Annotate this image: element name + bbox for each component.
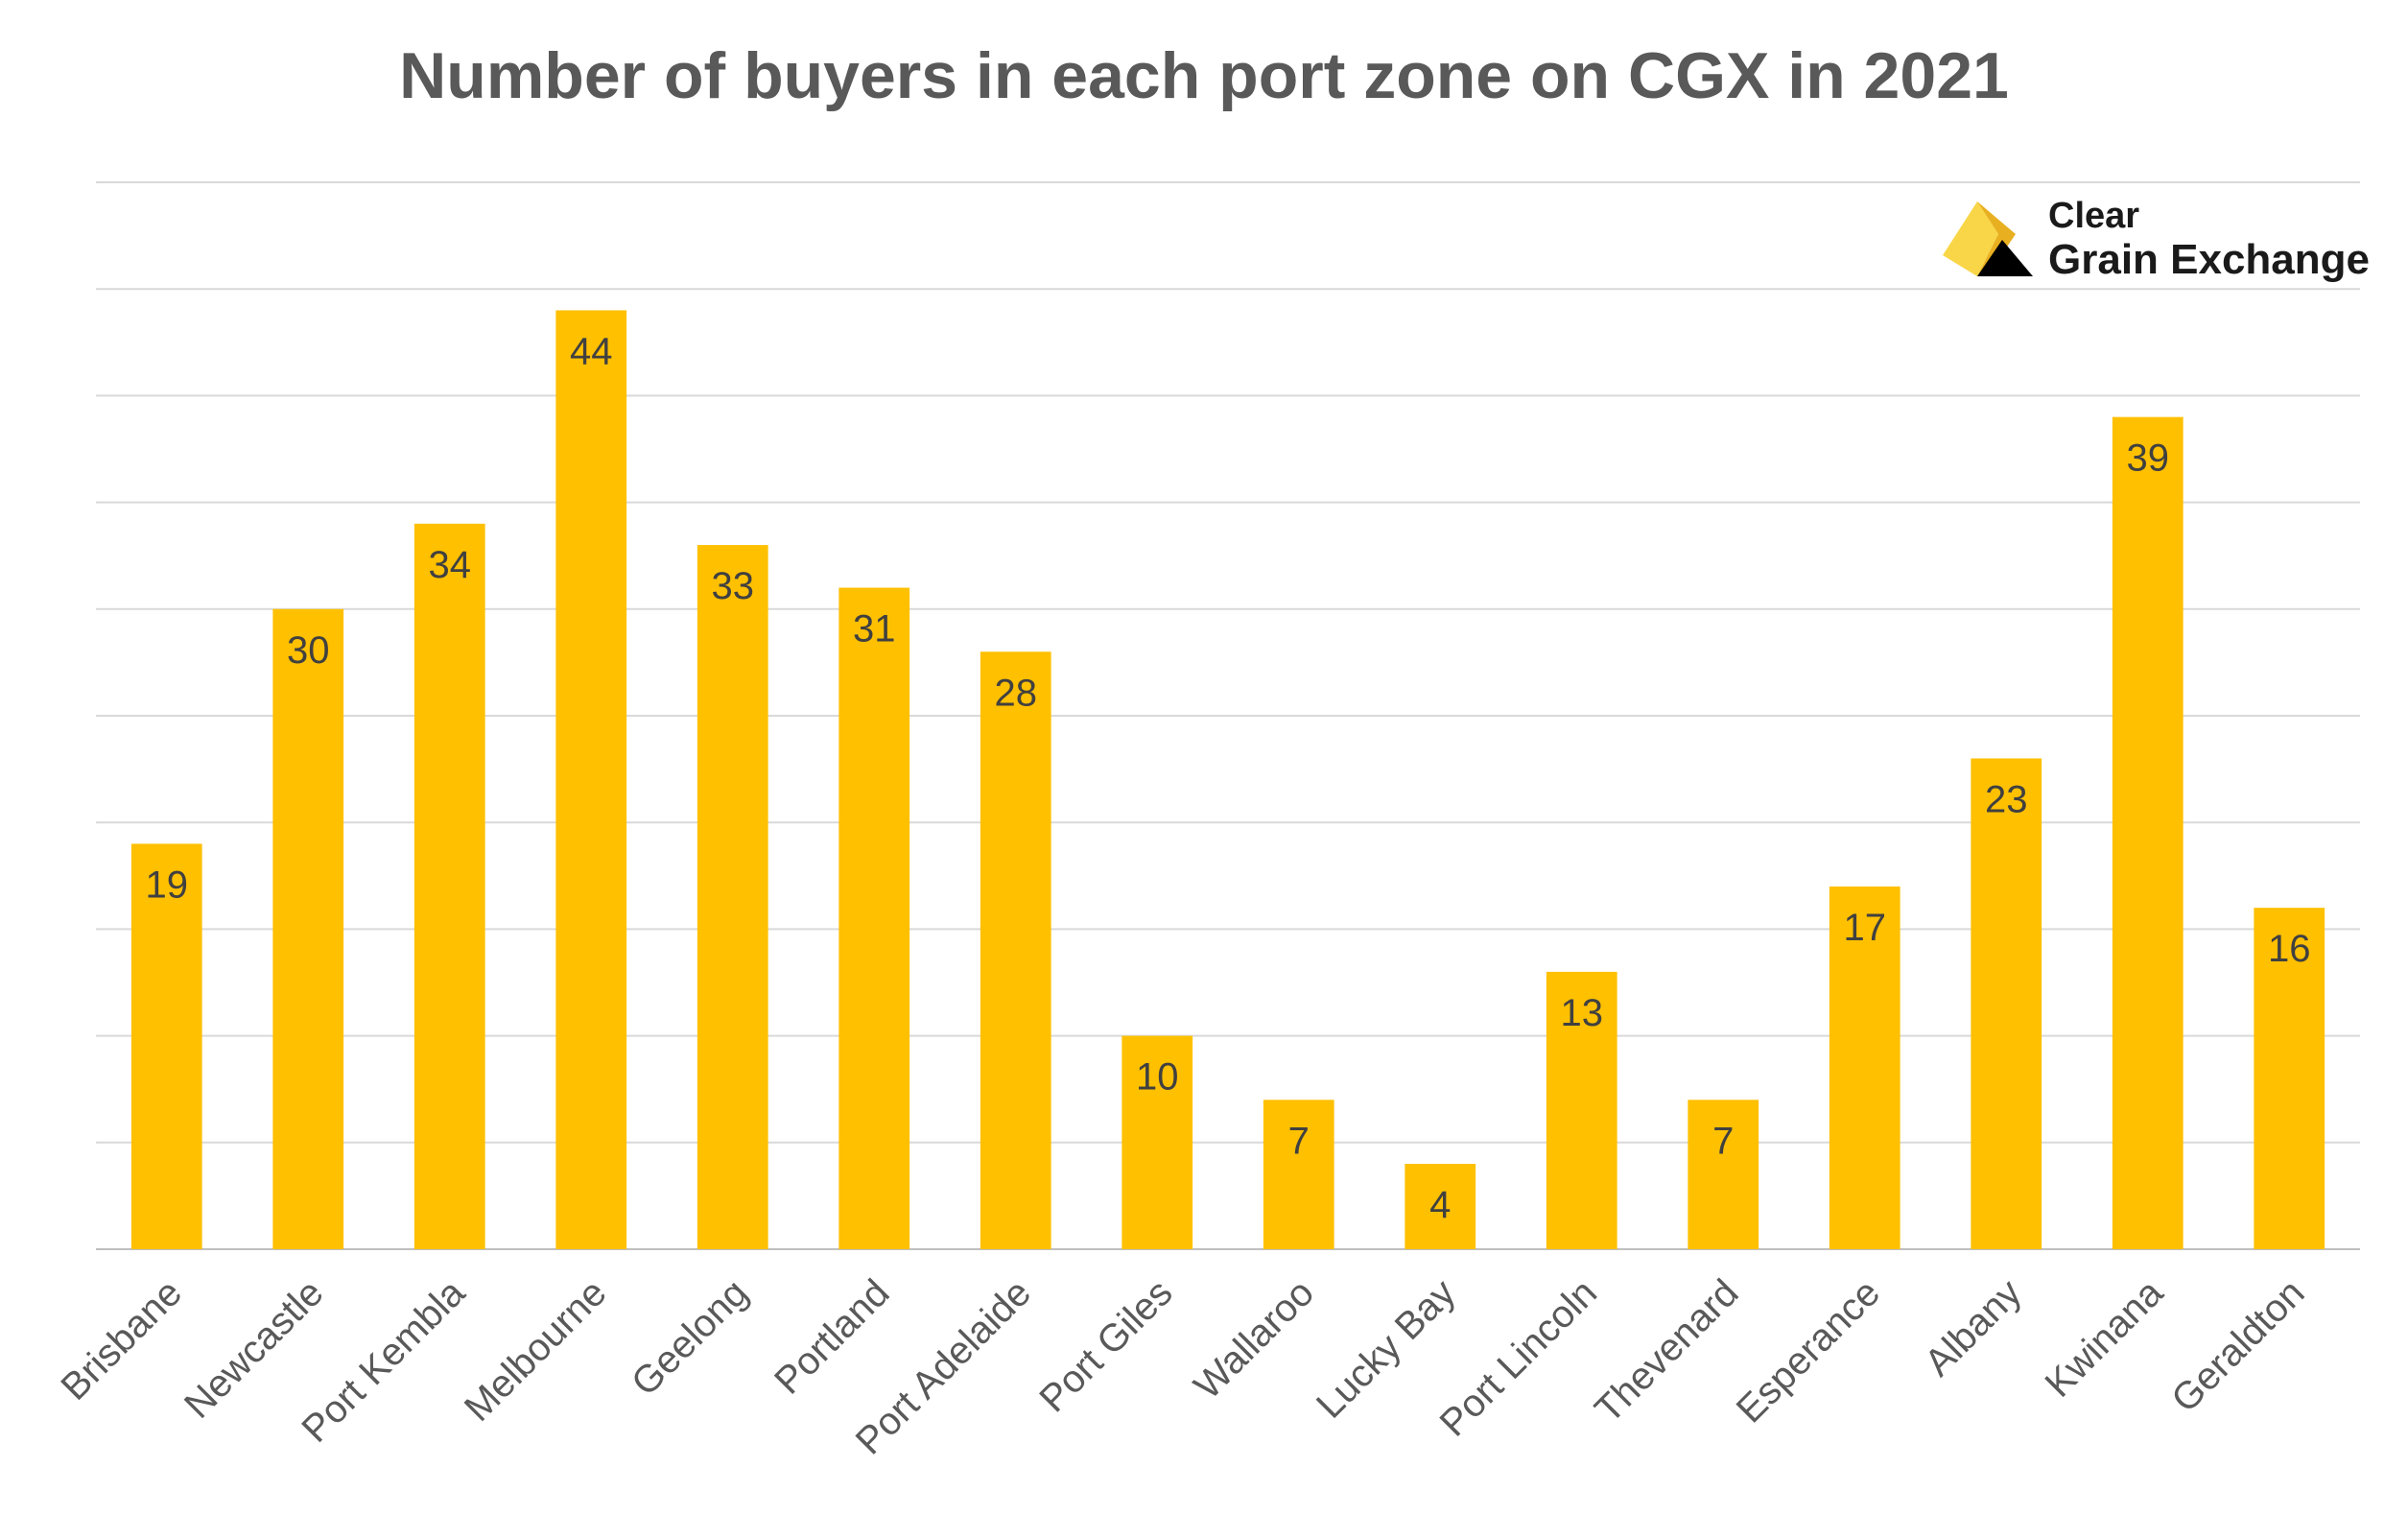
bar-albany <box>1971 758 2042 1249</box>
bar-thevenard <box>1688 1100 1759 1249</box>
chart-title: Number of buyers in each port zone on CG… <box>399 39 2009 112</box>
logo-icon <box>1943 201 2033 276</box>
logo-text-line2: Grain Exchange <box>2048 236 2371 283</box>
bar-port-lincoln <box>1546 971 1617 1249</box>
logo-diamond-dark <box>1977 201 2016 276</box>
logo-triangle <box>1977 240 2033 276</box>
x-tick-label-brisbane: Brisbane <box>53 1271 190 1408</box>
data-label-kwinana: 39 <box>2127 438 2170 480</box>
logo-diamond-light <box>1943 201 1998 276</box>
data-label-port-kembla: 34 <box>429 544 472 586</box>
data-label-port-adelaide: 28 <box>995 672 1038 714</box>
bar-newcastle <box>272 608 344 1249</box>
bar-portland <box>838 587 910 1249</box>
data-label-wallaroo: 7 <box>1288 1120 1310 1162</box>
data-label-melbourne: 44 <box>570 330 613 372</box>
bar-lucky-bay <box>1405 1164 1476 1249</box>
data-label-lucky-bay: 4 <box>1429 1184 1451 1226</box>
data-label-port-giles: 10 <box>1136 1056 1179 1099</box>
bar-melbourne <box>555 310 627 1249</box>
x-tick-label-lucky-bay: Lucky Bay <box>1309 1271 1464 1427</box>
data-label-geelong: 33 <box>712 565 755 607</box>
bar-kwinana <box>2112 416 2184 1249</box>
x-tick-label-geelong: Geelong <box>624 1271 756 1404</box>
data-label-albany: 23 <box>1985 778 2028 820</box>
data-label-newcastle: 30 <box>287 629 330 672</box>
bar-esperance <box>1829 886 1900 1249</box>
bar-port-kembla <box>413 523 485 1249</box>
data-label-brisbane: 19 <box>146 864 189 906</box>
bar-port-adelaide <box>980 651 1051 1249</box>
bar-geraldton <box>2254 908 2325 1249</box>
data-label-geraldton: 16 <box>2268 928 2311 970</box>
data-label-esperance: 17 <box>1844 907 1887 949</box>
x-tick-label-melbourne: Melbourne <box>457 1271 615 1430</box>
logo-text-line1: Clear <box>2048 196 2140 236</box>
bar-geelong <box>696 545 768 1249</box>
data-label-portland: 31 <box>853 608 896 651</box>
bar-port-giles <box>1121 1035 1193 1249</box>
x-tick-label-newcastle: Newcastle <box>177 1271 332 1427</box>
x-tick-label-albany: Albany <box>1917 1271 2030 1384</box>
bars <box>130 310 2325 1249</box>
x-tick-label-kwinana: Kwinana <box>2038 1271 2172 1406</box>
clear-grain-exchange-logo: Clear Grain Exchange <box>1933 192 2370 297</box>
data-label-port-lincoln: 13 <box>1561 992 1604 1034</box>
x-tick-label-portland: Portland <box>767 1271 897 1402</box>
x-tick-label-wallaroo: Wallaroo <box>1186 1271 1322 1408</box>
x-tick-label-geraldton: Geraldton <box>2163 1271 2312 1420</box>
data-labels: 19 30 34 44 33 31 28 10 7 4 13 7 17 23 39 16 <box>146 330 2311 1226</box>
x-tick-label-port-giles: Port Giles <box>1031 1271 1180 1420</box>
bar-wallaroo <box>1263 1100 1334 1249</box>
x-tick-label-esperance: Esperance <box>1729 1271 1888 1431</box>
bar-brisbane <box>130 843 202 1249</box>
x-tick-label-thevenard: Thevenard <box>1587 1271 1746 1431</box>
data-label-thevenard: 7 <box>1712 1120 1734 1162</box>
